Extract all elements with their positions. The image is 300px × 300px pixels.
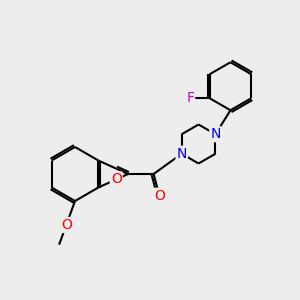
Text: N: N <box>176 147 187 161</box>
Text: O: O <box>111 172 122 186</box>
Text: O: O <box>61 218 72 232</box>
Text: O: O <box>154 189 165 203</box>
Text: F: F <box>186 91 194 105</box>
Text: N: N <box>210 127 221 141</box>
